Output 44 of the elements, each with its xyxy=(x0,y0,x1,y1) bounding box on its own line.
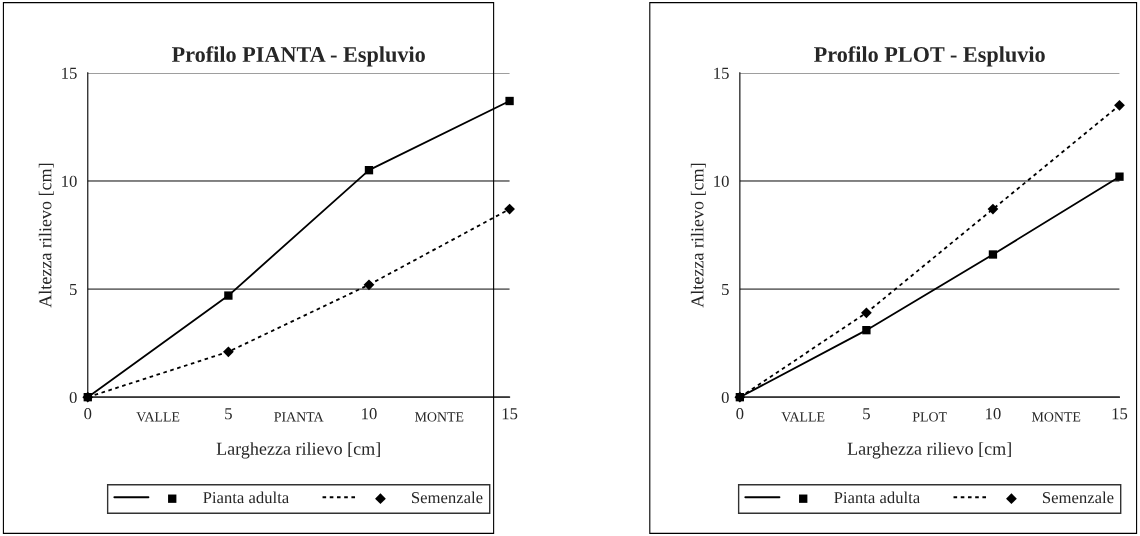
legend-label: Pianta adulta xyxy=(834,491,920,504)
x-axis-title: Larghezza rilievo [cm] xyxy=(216,442,380,459)
y-tick-label: 5 xyxy=(70,283,77,296)
point xyxy=(223,346,234,358)
text: MONTE xyxy=(1031,412,1081,422)
y-tick-label: 15 xyxy=(714,67,729,79)
legend-label: Semenzale xyxy=(411,491,483,504)
y-tick-label: 10 xyxy=(62,175,77,187)
legend-label: Semenzale xyxy=(1042,491,1114,504)
point xyxy=(988,250,998,259)
x-tick-label: 10 xyxy=(986,408,1001,420)
chart-title: Profilo PLOT - Espluvio xyxy=(814,46,1045,67)
point xyxy=(987,203,999,215)
legend-label: Pianta adulta xyxy=(203,491,289,504)
x-tick-label: 0 xyxy=(736,408,744,420)
point xyxy=(505,96,514,106)
y-tick-label: 0 xyxy=(69,391,77,404)
point xyxy=(861,307,872,319)
x-tick-label: 15 xyxy=(1112,408,1128,420)
x-axis-title: Larghezza rilievo [cm] xyxy=(847,442,1011,459)
text: VALLE xyxy=(136,412,180,422)
y-axis-title: Altezza rilievo [cm] xyxy=(38,163,54,308)
y-tick-label: 0 xyxy=(721,391,729,404)
point xyxy=(1115,172,1124,181)
text: PLOT xyxy=(912,412,947,422)
y-tick-label: 10 xyxy=(714,175,729,187)
point xyxy=(364,166,374,175)
x-tick-label: 5 xyxy=(863,408,870,420)
x-tick-label: 0 xyxy=(84,408,92,420)
point xyxy=(224,291,233,300)
point xyxy=(1114,99,1125,111)
chart-title: Profilo PIANTA - Espluvio xyxy=(171,46,425,67)
point xyxy=(862,325,871,335)
text: MONTE xyxy=(414,412,464,422)
y-tick-label: 15 xyxy=(62,67,77,79)
x-tick-label: 5 xyxy=(225,408,232,420)
point xyxy=(363,279,375,291)
text: PIANTA xyxy=(274,412,324,422)
point xyxy=(504,203,515,215)
x-tick-label: 15 xyxy=(502,408,518,420)
y-axis-title: Altezza rilievo [cm] xyxy=(690,163,706,308)
x-tick-label: 10 xyxy=(362,408,377,420)
y-tick-label: 5 xyxy=(722,283,729,296)
text: VALLE xyxy=(781,412,825,422)
